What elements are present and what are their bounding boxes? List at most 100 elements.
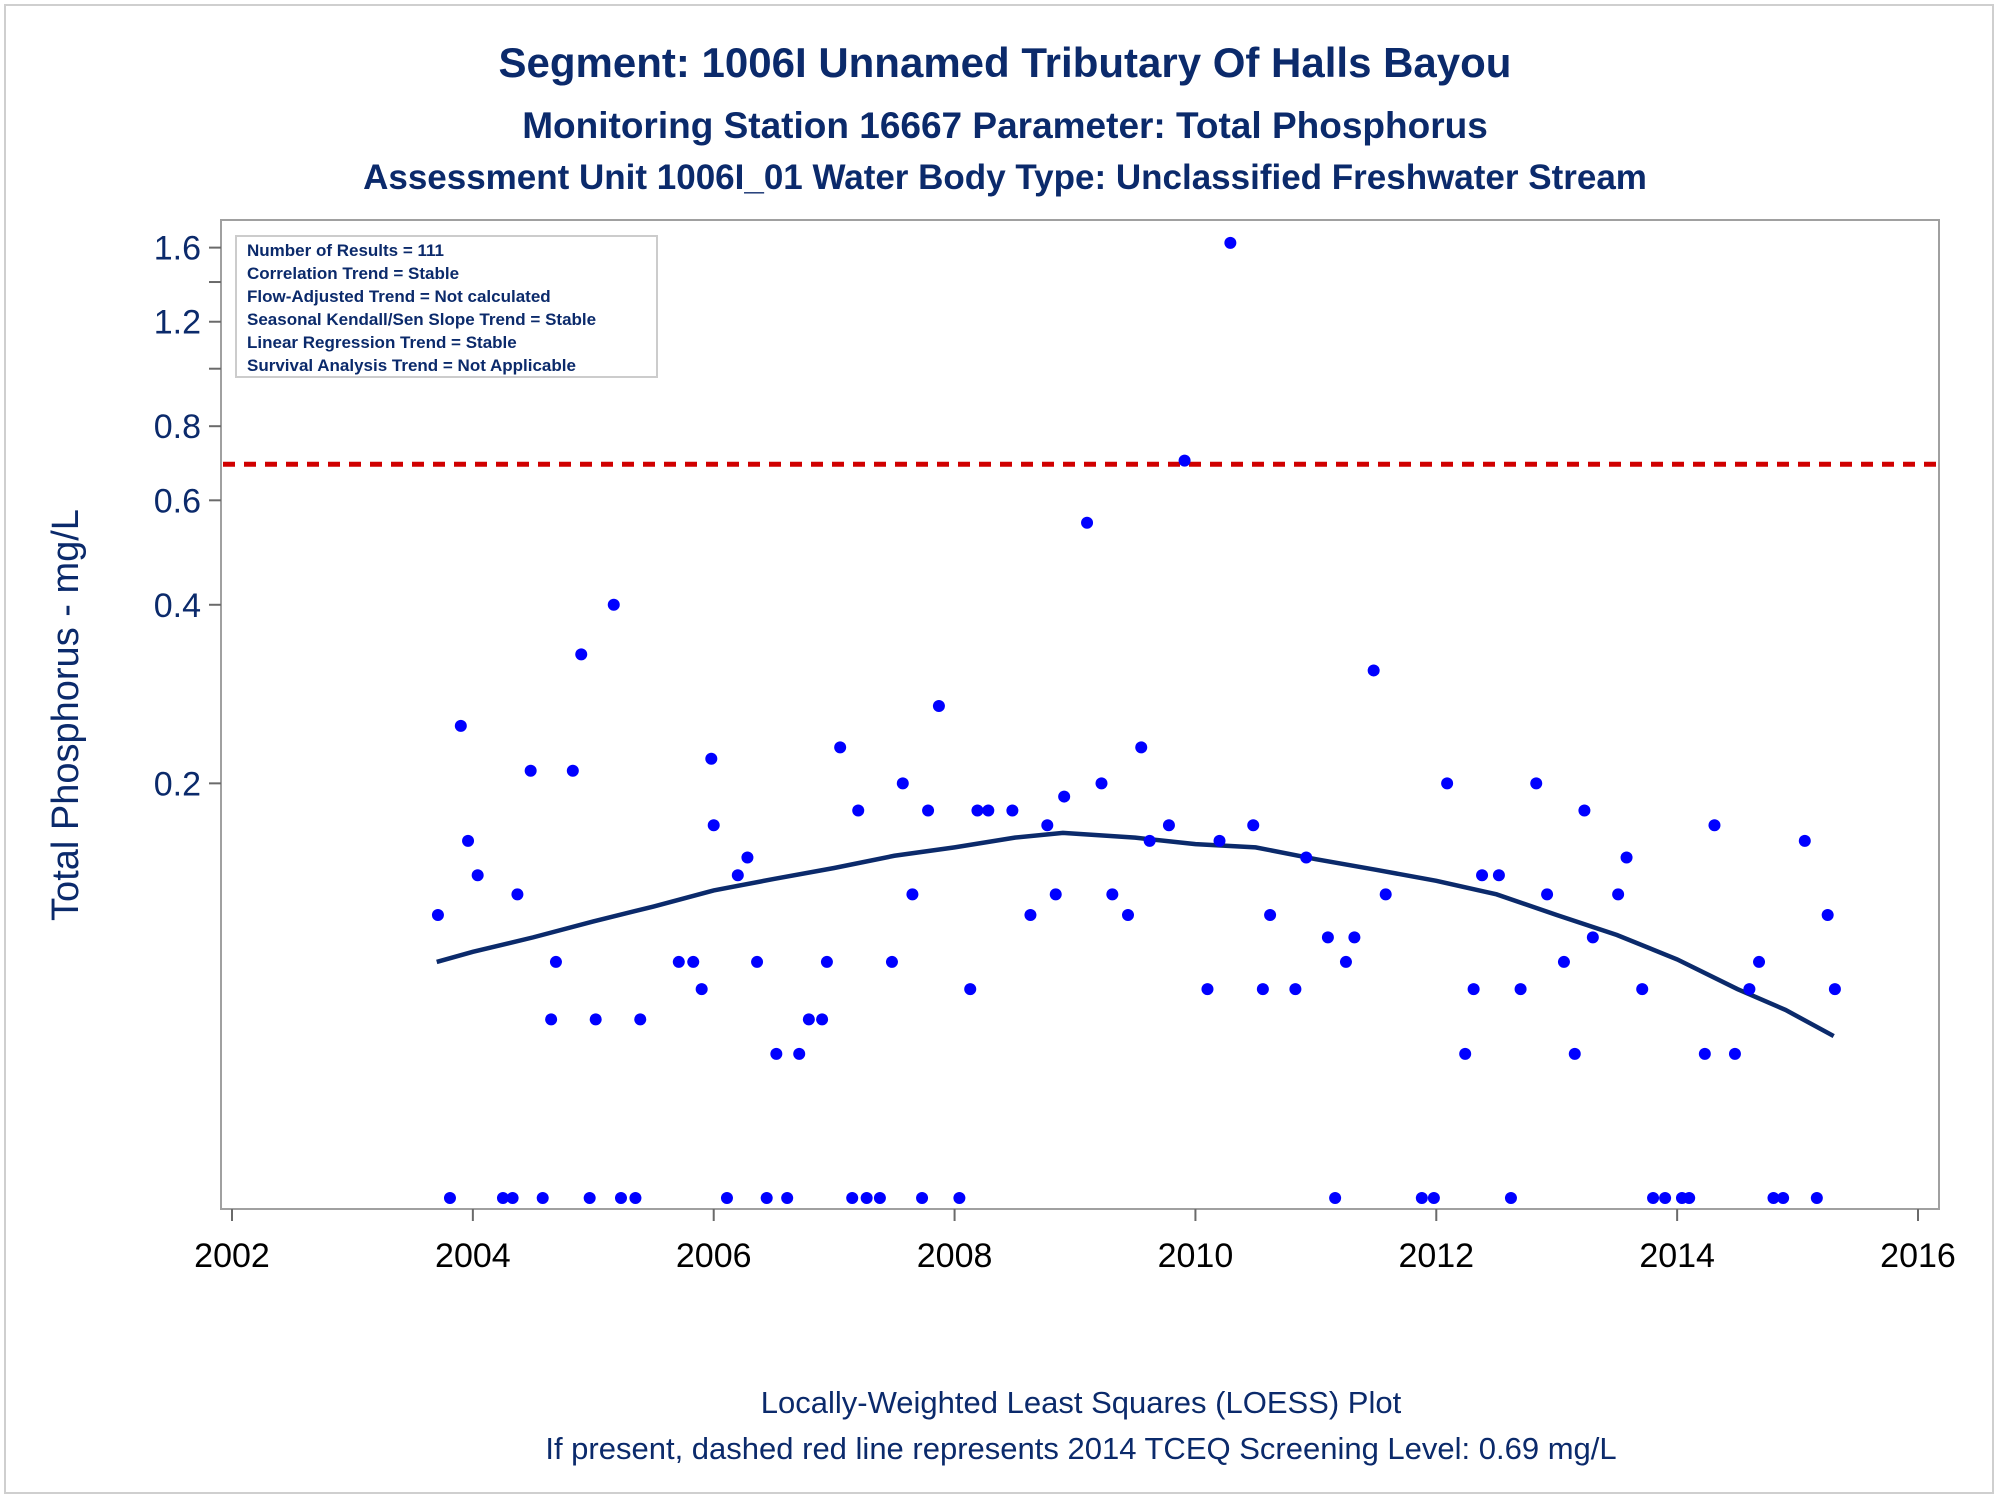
data-point — [1339, 955, 1352, 968]
x-tick-label: 2002 — [194, 1237, 270, 1275]
data-point — [1024, 908, 1037, 921]
chart-title: Segment: 1006I Unnamed Tributary Of Hall… — [499, 39, 1512, 86]
data-point — [1441, 777, 1454, 790]
data-point — [1247, 819, 1260, 832]
data-point — [1514, 983, 1527, 996]
data-point — [511, 888, 524, 901]
data-point — [1095, 777, 1108, 790]
data-point — [802, 1013, 815, 1026]
data-point — [1058, 790, 1071, 803]
data-point — [1810, 1192, 1823, 1204]
data-point — [707, 819, 720, 832]
data-point — [885, 955, 898, 968]
data-point — [1201, 983, 1214, 996]
data-point — [672, 955, 685, 968]
data-point — [1143, 834, 1156, 847]
data-point — [1121, 908, 1134, 921]
data-point — [906, 888, 919, 901]
data-point — [770, 1047, 783, 1060]
data-point — [1612, 888, 1625, 901]
data-point — [1367, 664, 1380, 677]
data-point — [471, 869, 484, 882]
data-point — [1427, 1192, 1440, 1204]
data-point — [852, 804, 865, 817]
data-point — [687, 955, 700, 968]
data-point — [1728, 1047, 1741, 1060]
y-tick-label: 0.8 — [154, 408, 201, 446]
data-point — [524, 764, 537, 777]
data-point — [953, 1192, 966, 1204]
data-point — [720, 1192, 733, 1204]
x-axis: 2002 2004 2006 2008 2010 2012 2014 2016 — [194, 1209, 1956, 1275]
data-point — [536, 1192, 549, 1204]
data-point — [922, 804, 935, 817]
data-point — [496, 1192, 509, 1204]
data-point — [1636, 983, 1649, 996]
data-point — [1224, 236, 1237, 249]
x-tick-label: 2008 — [917, 1237, 993, 1275]
info-line-correlation: Correlation Trend = Stable — [247, 264, 459, 283]
data-point — [971, 804, 984, 817]
data-point — [1041, 819, 1054, 832]
data-point — [1698, 1047, 1711, 1060]
data-point — [1162, 819, 1175, 832]
data-point — [705, 752, 718, 765]
info-line-linear-regression: Linear Regression Trend = Stable — [247, 333, 517, 352]
data-point — [1178, 454, 1191, 467]
data-point — [1213, 834, 1226, 847]
data-point — [443, 1192, 456, 1204]
info-line-survival: Survival Analysis Trend = Not Applicable — [247, 356, 576, 375]
data-point — [1081, 516, 1094, 529]
data-point — [575, 648, 588, 661]
data-point — [1541, 888, 1554, 901]
data-point — [1476, 869, 1489, 882]
data-point — [695, 983, 708, 996]
data-point — [896, 777, 909, 790]
info-box: Number of Results = 111 Correlation Tren… — [235, 235, 658, 378]
plot-area — [220, 219, 1940, 1210]
y-tick-label: 0.4 — [154, 587, 201, 625]
data-point — [1578, 804, 1591, 817]
y-axis-label: Total Phosphorus - mg/L — [45, 509, 87, 921]
footnote-loess: Locally-Weighted Least Squares (LOESS) P… — [761, 1385, 1402, 1420]
data-point — [1379, 888, 1392, 901]
data-point — [462, 834, 475, 847]
data-point — [860, 1192, 873, 1204]
data-point — [1289, 983, 1302, 996]
data-point — [454, 719, 467, 732]
x-tick-label: 2016 — [1880, 1237, 1956, 1275]
data-point — [1504, 1192, 1517, 1204]
y-tick-label: 1.6 — [154, 230, 201, 268]
data-point — [614, 1192, 627, 1204]
data-point — [1459, 1047, 1472, 1060]
x-tick-label: 2006 — [676, 1237, 752, 1275]
data-point — [1777, 1192, 1790, 1204]
data-point — [916, 1192, 929, 1204]
data-point — [1348, 931, 1361, 944]
data-point — [1557, 955, 1570, 968]
data-point — [751, 955, 764, 968]
y-tick-label: 1.2 — [154, 304, 201, 342]
loess-curve — [436, 830, 1835, 1039]
data-point — [1415, 1192, 1428, 1204]
info-line-seasonal-kendall: Seasonal Kendall/Sen Slope Trend = Stabl… — [247, 310, 596, 329]
data-point — [1329, 1192, 1342, 1204]
data-point — [760, 1192, 773, 1204]
footnote-screening-level: If present, dashed red line represents 2… — [545, 1431, 1616, 1466]
data-point — [1530, 777, 1543, 790]
data-point — [816, 1013, 829, 1026]
data-point — [1659, 1192, 1672, 1204]
data-point — [1106, 888, 1119, 901]
data-point — [834, 741, 847, 754]
data-point — [545, 1013, 558, 1026]
chart-subtitle: Monitoring Station 16667 Parameter: Tota… — [522, 105, 1488, 146]
x-tick-label: 2014 — [1639, 1237, 1715, 1275]
data-point — [741, 851, 754, 864]
x-tick-label: 2010 — [1158, 1237, 1234, 1275]
data-point — [1492, 869, 1505, 882]
info-line-results: Number of Results = 111 — [247, 241, 444, 260]
chart-frame — [4, 4, 1994, 1494]
data-point — [781, 1192, 794, 1204]
data-point — [506, 1192, 519, 1204]
